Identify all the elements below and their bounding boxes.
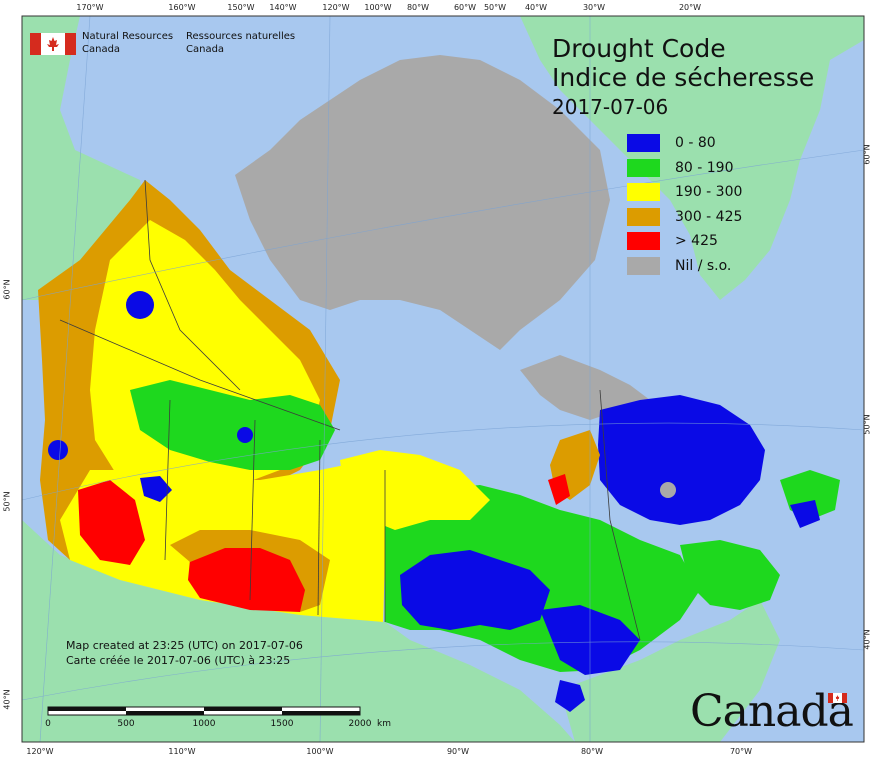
- lon-label-top: 100°W: [364, 3, 392, 12]
- lon-label-bottom: 110°W: [168, 747, 196, 756]
- lon-label-top: 120°W: [322, 3, 350, 12]
- lat-label-right: 40°N: [862, 629, 872, 650]
- quebec-blue-zone: [598, 395, 765, 525]
- scale-label: 0: [45, 719, 51, 729]
- scale-label: 2000: [348, 719, 372, 729]
- legend-swatch: [627, 207, 660, 226]
- lon-label-top: 30°W: [582, 3, 606, 12]
- wordmark-flag-icon: [828, 693, 847, 703]
- credit-line-en: Map created at 23:25 (UTC) on 2017-07-06: [66, 639, 303, 652]
- map-title-en: Drought Code: [552, 34, 726, 63]
- scale-bar-graphic: [47, 706, 361, 716]
- greenland-land: [520, 16, 864, 300]
- blue-patch-sask: [140, 476, 172, 502]
- scale-label: 1500: [270, 719, 294, 729]
- lon-label-top: 60°W: [453, 3, 477, 12]
- blue-patch-lake: [237, 427, 253, 443]
- hudson-bay: [380, 345, 545, 470]
- legend-label: Nil / s.o.: [675, 257, 732, 274]
- legend-label: 190 - 300: [675, 184, 743, 201]
- map-title-fr: Indice de sécheresse: [552, 63, 815, 92]
- atlantic-green-zone: [680, 540, 780, 610]
- lon-label-bottom: 100°W: [306, 747, 334, 756]
- lon-label-bottom: 80°W: [580, 747, 604, 756]
- provincial-boundaries: [59, 179, 641, 641]
- legend-swatch: [627, 232, 660, 251]
- lat-label-right: 50°N: [862, 414, 872, 435]
- nwt-green-zone: [130, 380, 335, 470]
- canada-wordmark: Canada: [690, 686, 854, 737]
- graticule: [21, 15, 865, 743]
- canada-arctic-islands: [235, 55, 610, 350]
- agency-name-en: Natural Resources Canada: [82, 31, 174, 55]
- legend-swatch: [627, 256, 660, 275]
- blue-patch-nwt: [126, 291, 154, 319]
- james-bay-red: [548, 474, 570, 505]
- lon-label-bottom: 70°W: [729, 747, 753, 756]
- canada-flag-icon: [30, 33, 76, 55]
- lat-label-left: 50°N: [2, 491, 12, 512]
- legend-swatch: [627, 183, 660, 202]
- ungava-nodata: [520, 355, 650, 420]
- lon-label-top: 80°W: [406, 3, 430, 12]
- credit-line-fr: Carte créée le 2017-07-06 (UTC) à 23:25: [66, 654, 291, 667]
- map-credits: Map created at 23:25 (UTC) on 2017-07-06…: [66, 638, 303, 668]
- lon-label-top: 20°W: [678, 3, 702, 12]
- great-lakes-blue: [555, 680, 585, 712]
- legend-swatch: [627, 158, 660, 177]
- quebec-nodata-patch: [660, 482, 676, 498]
- newfoundland-blue: [790, 500, 820, 528]
- lon-label-bottom: 120°W: [26, 747, 54, 756]
- blue-patch-bc: [48, 440, 68, 460]
- lat-label-right: 60°N: [862, 144, 872, 165]
- prairie-orange-zone: [170, 530, 330, 612]
- legend-label: 80 - 190: [675, 159, 734, 176]
- usa-east-land: [560, 600, 780, 742]
- map-date: 2017-07-06: [552, 95, 669, 119]
- scale-label: 1000: [192, 719, 216, 729]
- agency-name-fr: Ressources naturelles Canada: [186, 31, 296, 55]
- map-title-block: Drought Code Indice de sécheresse 2017-0…: [552, 34, 814, 120]
- lon-label-top: 50°W: [483, 3, 507, 12]
- bc-red-zone: [78, 480, 145, 565]
- legend-label: > 425: [675, 233, 718, 250]
- scale-label: 500: [117, 719, 135, 729]
- lon-label-top: 160°W: [168, 3, 196, 12]
- legend-label: 0 - 80: [675, 135, 716, 151]
- usa-land: [22, 520, 575, 742]
- prairie-red-zone: [188, 545, 310, 612]
- legend-label: 300 - 425: [675, 208, 743, 225]
- map-border: [21, 15, 865, 743]
- lat-label-left: 40°N: [2, 689, 12, 710]
- legend-swatch: [627, 134, 660, 152]
- lon-label-top: 150°W: [227, 3, 255, 12]
- scale-bar: 0 500 1000 1500 2000 km: [45, 705, 391, 731]
- lon-label-top: 170°W: [76, 3, 104, 12]
- central-yellow-zone: [340, 450, 490, 530]
- ontario-blue-zone: [400, 550, 550, 630]
- lon-label-bottom: 90°W: [446, 747, 470, 756]
- lon-label-top: 40°W: [524, 3, 548, 12]
- lat-label-left: 60°N: [2, 279, 12, 300]
- lon-label-top: 140°W: [269, 3, 297, 12]
- scale-unit: km: [377, 719, 391, 729]
